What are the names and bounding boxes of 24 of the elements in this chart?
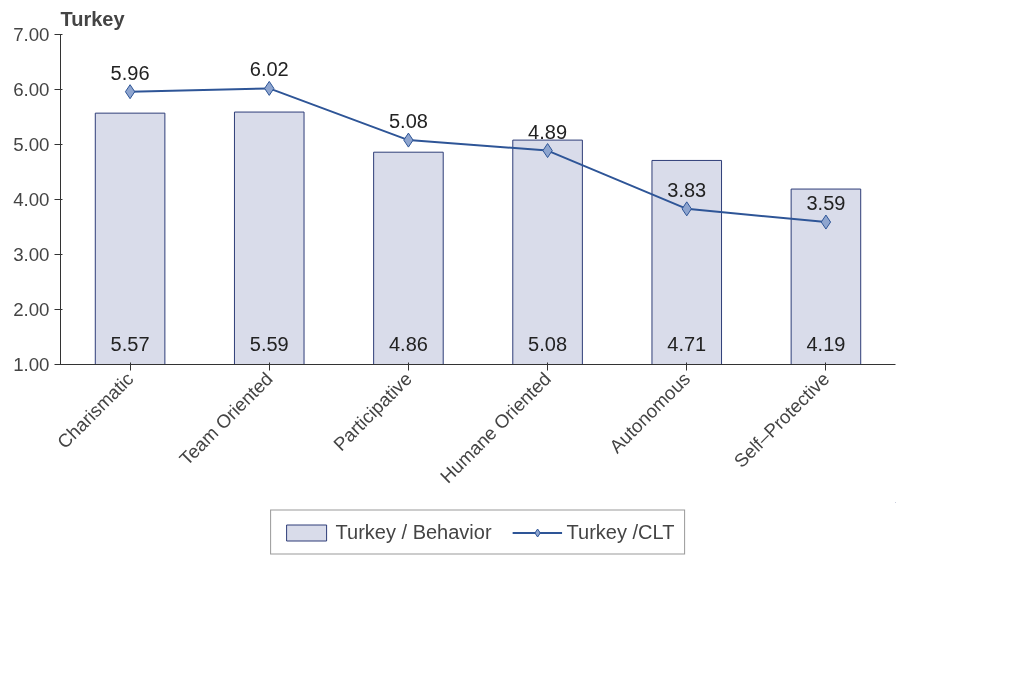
y-tick-label: 2.00	[13, 299, 50, 320]
data-label: 4.86	[388, 332, 428, 355]
data-label: 4.89	[528, 120, 568, 143]
legend-label: Turkey /CLT	[566, 520, 675, 544]
y-tick-label: 3.00	[13, 244, 50, 265]
data-label: 4.19	[806, 332, 846, 355]
y-tick-label: 6.00	[13, 79, 50, 100]
data-label: 5.08	[528, 332, 568, 355]
data-label: 5.59	[249, 332, 289, 355]
data-label: 6.02	[249, 58, 289, 81]
point	[124, 84, 136, 100]
data-label: 3.59	[806, 192, 846, 215]
y-tick-label: 7.00	[13, 24, 50, 45]
data-label: 5.08	[388, 110, 428, 133]
chart-title: Turkey	[60, 7, 126, 30]
y-tick-label: 5.00	[13, 134, 50, 155]
y-tick-label: 4.00	[13, 189, 50, 210]
data-label: 5.57	[110, 332, 150, 355]
y-tick-label: 1.00	[13, 354, 50, 375]
data-label: 3.83	[667, 178, 707, 201]
data-label: 4.71	[667, 332, 707, 355]
data-label: 5.96	[110, 61, 150, 84]
legend-label: Turkey / Behavior	[335, 520, 492, 544]
point	[820, 214, 832, 230]
